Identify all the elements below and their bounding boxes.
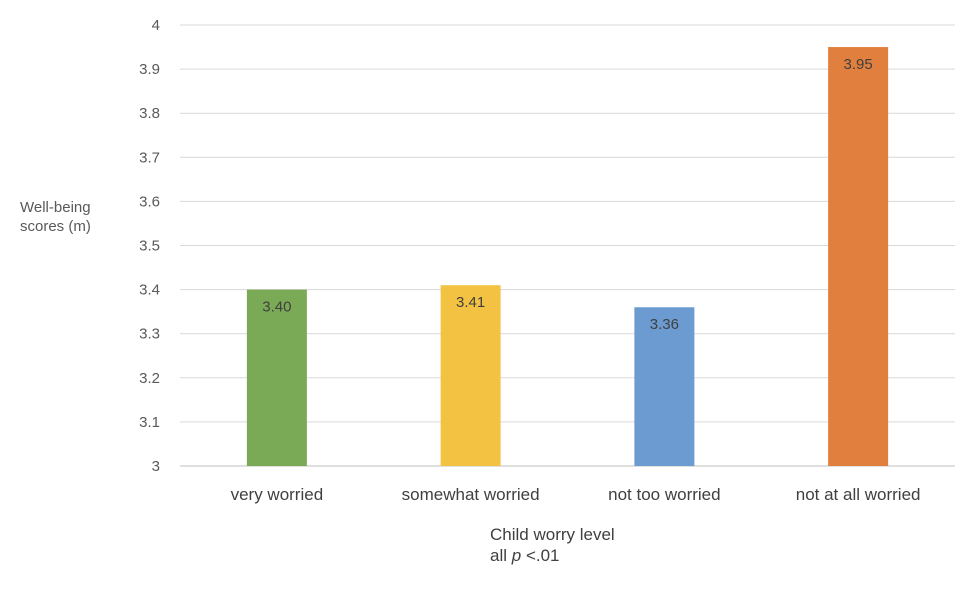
x-axis-title-text: Child worry level [490,525,615,544]
y-tick-label: 3.3 [139,326,160,343]
bar [634,307,695,466]
gridlines [180,24,955,467]
data-label: 3.36 [650,316,679,333]
y-tick-label: 3.5 [139,238,160,255]
bar [246,289,307,466]
bars [246,47,889,467]
x-axis-categories: very worried somewhat worried not too worr… [231,485,921,504]
note-suffix: <.01 [525,546,560,565]
y-tick-label: 3.9 [139,61,160,78]
note-prefix: all [490,546,508,565]
note-italic: p [511,546,522,565]
y-tick-label: 3.4 [139,282,160,299]
category-label: somewhat worried [402,485,540,504]
y-tick-label: 3.1 [139,414,160,431]
y-axis-ticks: 3 3.1 3.2 3.3 3.4 3.5 3.6 3.7 3.8 3.9 4 [139,17,160,475]
y-tick-label: 3 [152,458,160,475]
significance-note: all p <.01 [490,545,615,566]
y-axis-title-text: Well-being scores (m) [20,199,91,235]
x-axis-title: Child worry level all p <.01 [490,524,615,566]
y-axis-title: Well-being scores (m) [20,198,115,236]
y-tick-label: 4 [152,17,160,34]
y-tick-label: 3.2 [139,370,160,387]
category-label: not at all worried [796,485,921,504]
category-label: very worried [231,485,324,504]
data-labels: 3.40 3.41 3.36 3.95 [262,56,872,333]
category-label: not too worried [608,485,720,504]
y-tick-label: 3.7 [139,149,160,166]
bar [828,47,889,467]
y-tick-label: 3.8 [139,105,160,122]
data-label: 3.41 [456,294,485,311]
data-label: 3.40 [262,299,291,316]
bar [440,285,501,466]
data-label: 3.95 [844,56,873,73]
y-tick-label: 3.6 [139,193,160,210]
